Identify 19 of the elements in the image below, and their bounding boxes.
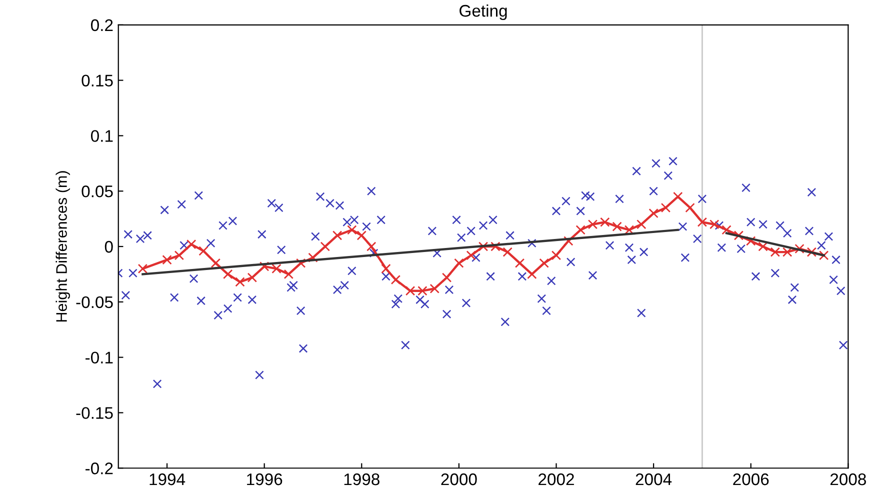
y-tick-label: -0.05	[76, 296, 113, 308]
x-tick-label: 1996	[247, 473, 282, 486]
x-tick-label: 2008	[830, 473, 866, 486]
y-tick-label: 0.1	[90, 130, 113, 142]
x-tick-label: 2004	[636, 473, 672, 486]
y-tick-label: -0.2	[86, 462, 113, 474]
y-tick-label: 0.05	[82, 186, 113, 198]
y-axis-title: Height Differences (m)	[56, 171, 70, 322]
x-tick-label: 2006	[733, 473, 769, 486]
chart-title: Geting	[460, 4, 507, 20]
y-tick-label: -0.15	[76, 407, 113, 419]
x-tick-label: 2002	[538, 473, 574, 486]
y-tick-label: 0.15	[82, 74, 113, 87]
x-tick-label: 1998	[344, 473, 380, 486]
y-tick-label: -0.1	[86, 352, 113, 364]
y-tick-label: 0.2	[90, 19, 113, 32]
y-tick-label: 0	[104, 240, 113, 253]
x-tick-label: 2000	[441, 473, 477, 486]
x-tick-label: 1994	[150, 473, 186, 486]
